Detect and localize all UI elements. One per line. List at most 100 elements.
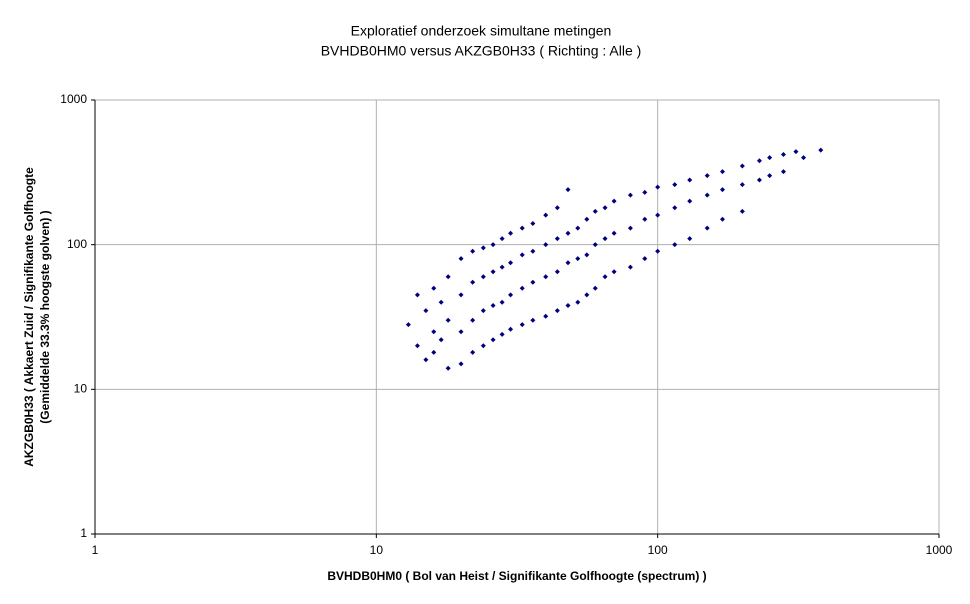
point — [438, 299, 444, 305]
point — [414, 292, 420, 298]
point — [519, 225, 525, 231]
point — [405, 322, 411, 328]
point — [543, 274, 549, 280]
point — [719, 169, 725, 175]
point — [592, 242, 598, 248]
x-axis-title: BVHDB0HM0 ( Bol van Heist / Signifikante… — [327, 569, 706, 583]
point — [508, 292, 514, 298]
chart-title: Exploratief onderzoek simultane metingen — [351, 23, 612, 39]
y-axis-title: (Gemiddelde 33.3% hoogste golven) ) — [38, 210, 52, 423]
point — [704, 173, 710, 179]
point — [470, 317, 476, 323]
point — [565, 187, 571, 193]
point — [627, 264, 633, 270]
point — [602, 205, 608, 211]
point — [530, 221, 536, 227]
point — [499, 236, 505, 242]
point — [756, 177, 762, 183]
chart-subtitle: BVHDB0HM0 versus AKZGB0H33 ( Richting : … — [321, 43, 642, 59]
point — [414, 343, 420, 349]
point — [739, 163, 745, 169]
point — [499, 264, 505, 270]
point — [490, 337, 496, 343]
point — [445, 317, 451, 323]
point — [554, 205, 560, 211]
point — [672, 205, 678, 211]
point — [499, 299, 505, 305]
point — [627, 192, 633, 198]
point — [611, 198, 617, 204]
point — [602, 274, 608, 280]
point — [739, 208, 745, 214]
point — [575, 299, 581, 305]
point — [470, 279, 476, 285]
point — [530, 279, 536, 285]
point — [530, 248, 536, 254]
y-tick-label: 1000 — [60, 92, 87, 106]
point — [584, 292, 590, 298]
point — [592, 208, 598, 214]
point — [704, 192, 710, 198]
y-tick-label: 100 — [67, 237, 87, 251]
point — [519, 285, 525, 291]
point — [480, 274, 486, 280]
point — [818, 147, 824, 153]
y-axis-title: AKZGB0H33 ( Akkaert Zuid / Signifikante … — [22, 167, 36, 467]
point — [508, 260, 514, 266]
point — [655, 212, 661, 218]
point — [554, 308, 560, 314]
point — [519, 252, 525, 258]
point — [565, 230, 571, 236]
point — [445, 365, 451, 371]
point — [687, 198, 693, 204]
point — [739, 182, 745, 188]
point — [592, 285, 598, 291]
point — [458, 256, 464, 262]
point — [655, 248, 661, 254]
point — [602, 236, 608, 242]
point — [793, 149, 799, 155]
point — [458, 329, 464, 335]
point — [543, 242, 549, 248]
point — [575, 256, 581, 262]
point — [480, 343, 486, 349]
point — [565, 260, 571, 266]
point — [431, 349, 437, 355]
point — [719, 216, 725, 222]
point — [687, 177, 693, 183]
point — [611, 269, 617, 275]
point — [508, 326, 514, 332]
x-tick-label: 1000 — [926, 543, 953, 557]
point — [490, 242, 496, 248]
point — [458, 361, 464, 367]
x-tick-label: 1 — [92, 543, 99, 557]
point — [719, 187, 725, 193]
point — [554, 236, 560, 242]
point — [530, 317, 536, 323]
point — [642, 256, 648, 262]
point — [470, 248, 476, 254]
point — [431, 285, 437, 291]
point — [423, 308, 429, 314]
point — [554, 269, 560, 275]
point — [480, 245, 486, 251]
point — [704, 225, 710, 231]
point — [672, 182, 678, 188]
point — [611, 230, 617, 236]
point — [431, 329, 437, 335]
point — [780, 169, 786, 175]
point — [499, 331, 505, 337]
point — [490, 302, 496, 308]
point — [756, 158, 762, 164]
point — [642, 189, 648, 195]
point — [687, 236, 693, 242]
point — [780, 152, 786, 158]
plot-area — [94, 99, 940, 535]
point — [543, 212, 549, 218]
x-tick-label: 100 — [648, 543, 668, 557]
point — [480, 308, 486, 314]
point — [519, 322, 525, 328]
y-tick-label: 1 — [80, 526, 87, 540]
point — [458, 292, 464, 298]
